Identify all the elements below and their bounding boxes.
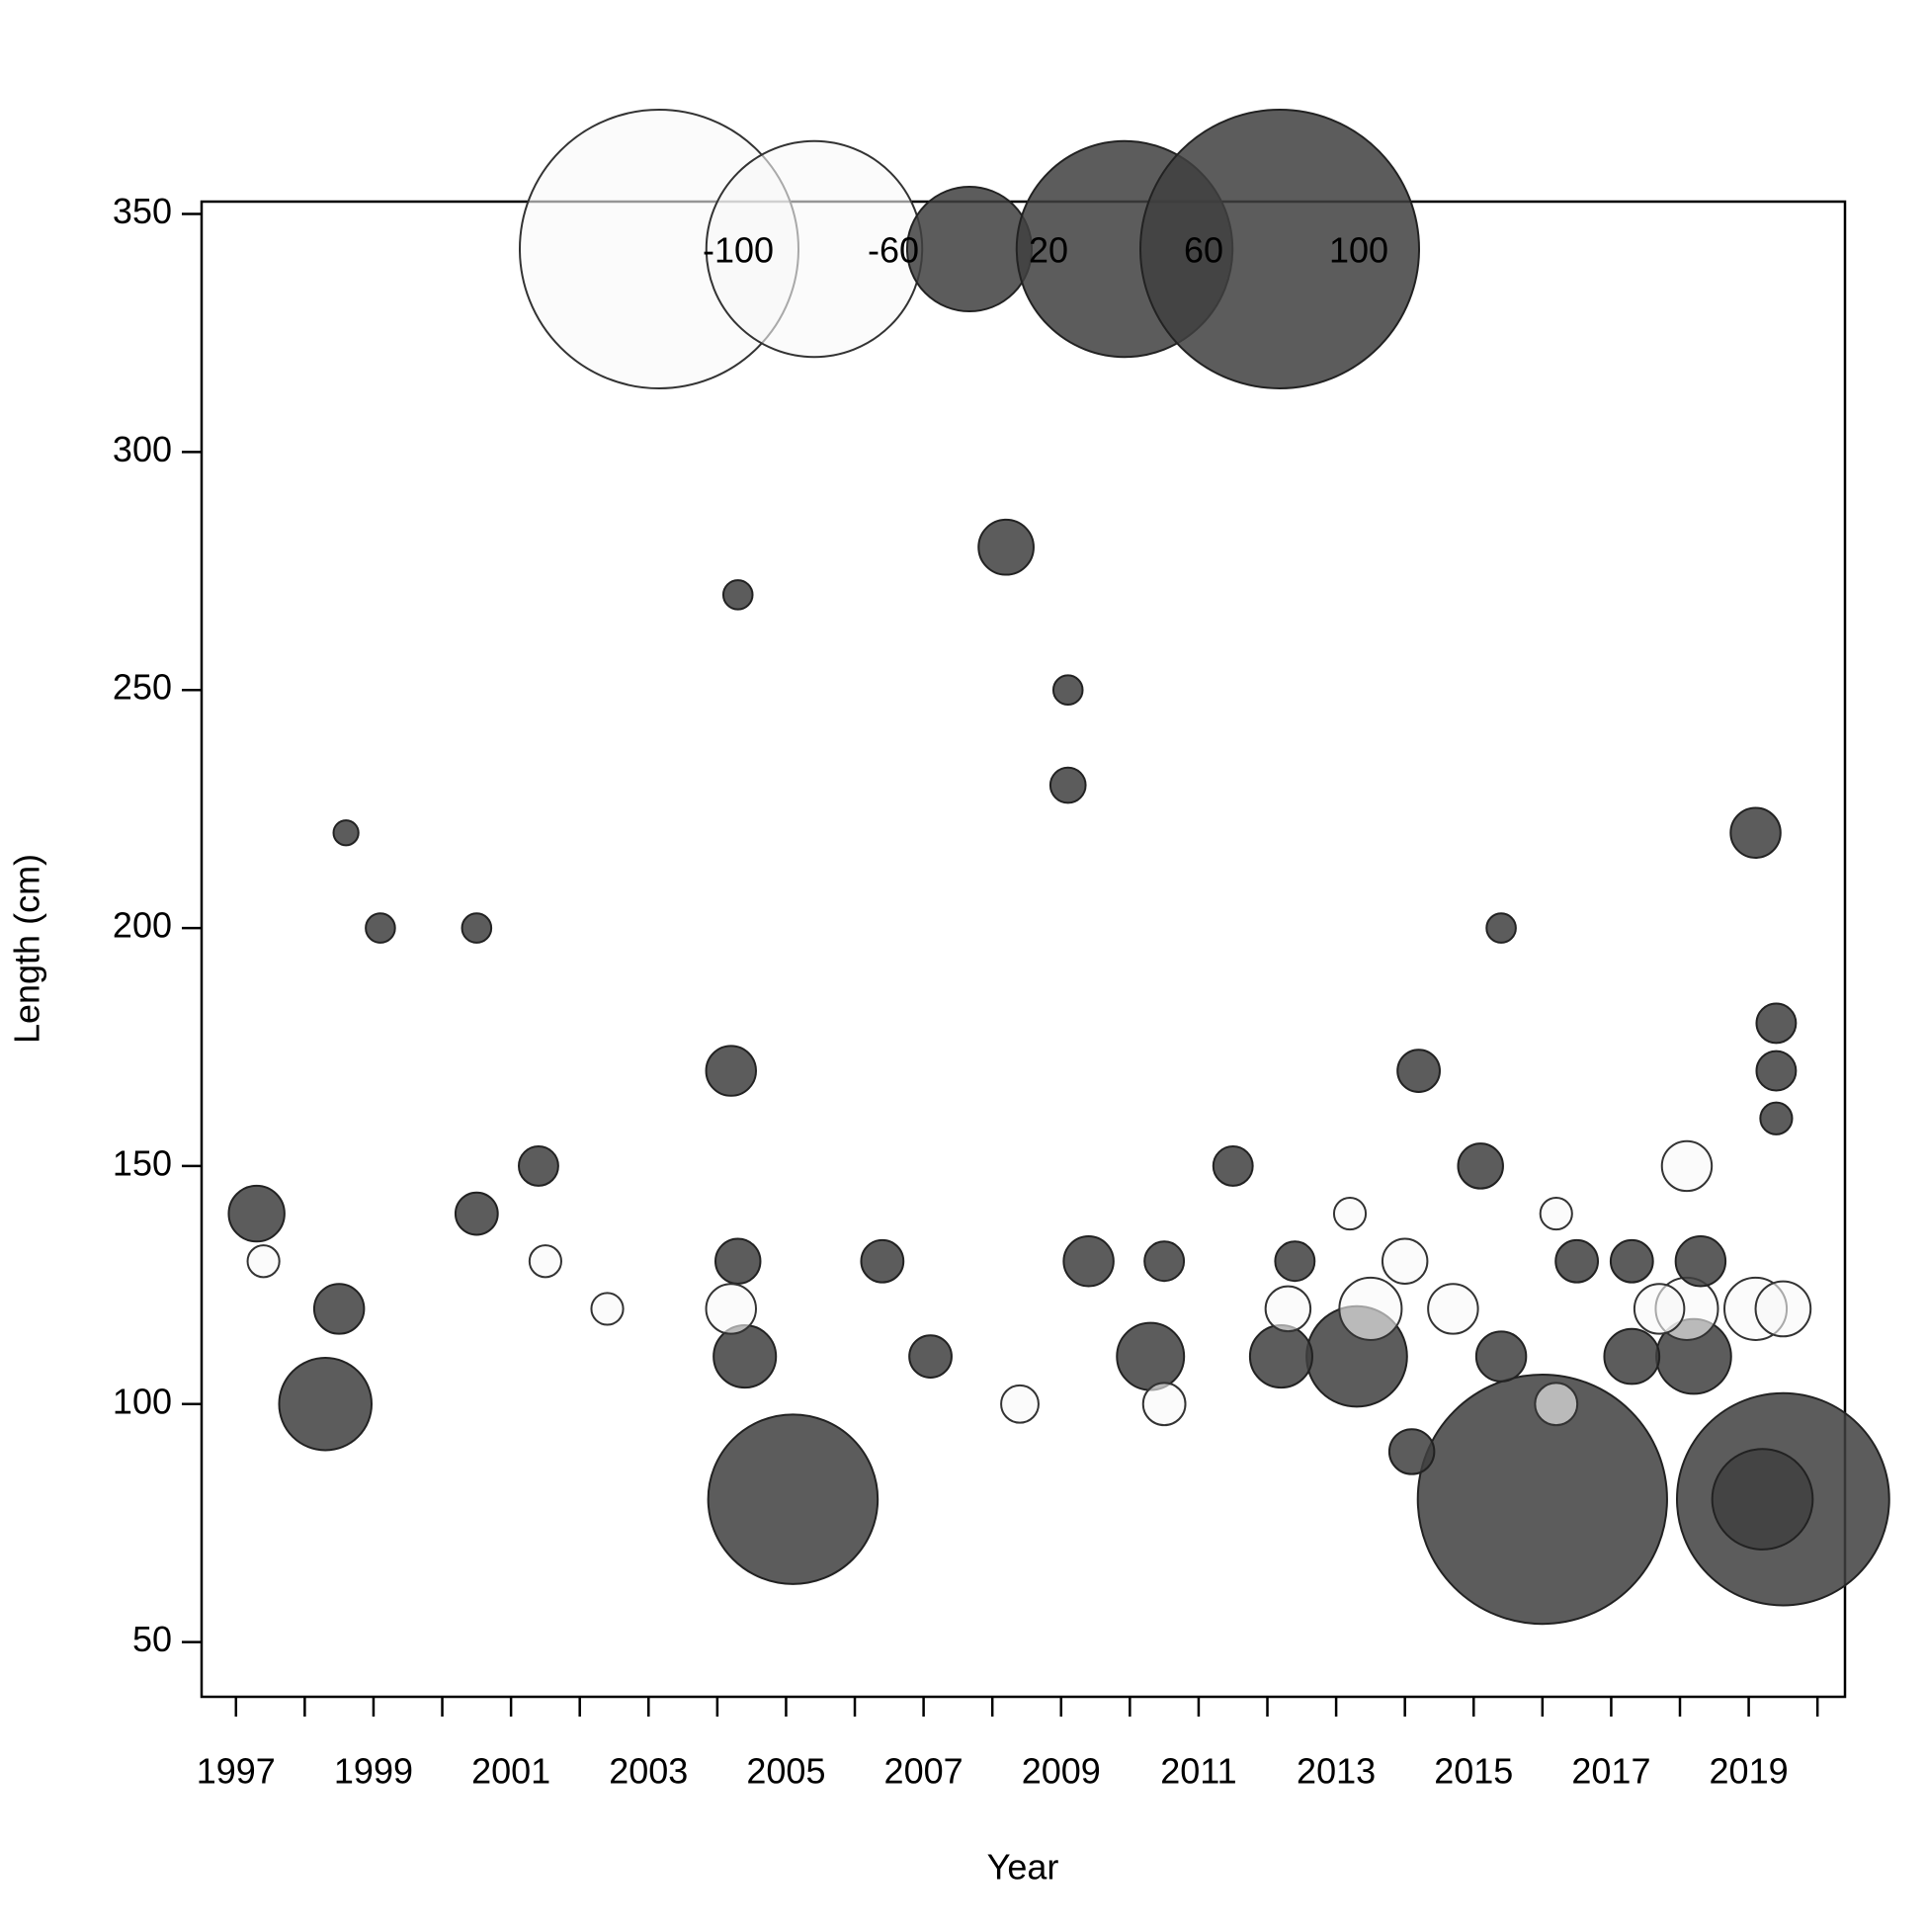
bubble — [1264, 1285, 1312, 1333]
bubble — [365, 912, 396, 944]
bubble — [1534, 1382, 1579, 1427]
y-tick-label: 200 — [113, 905, 172, 946]
bubble — [1759, 1101, 1794, 1135]
x-tick-label: 2013 — [1297, 1751, 1376, 1792]
bubble — [707, 1413, 880, 1585]
y-tick-label: 300 — [113, 429, 172, 469]
bubble — [1755, 1002, 1798, 1045]
bubble — [528, 1244, 562, 1279]
bubble — [278, 1356, 374, 1452]
bubble — [977, 518, 1035, 576]
bubble — [1427, 1283, 1479, 1335]
legend-bubble — [905, 185, 1034, 313]
x-tick-label: 1997 — [197, 1751, 276, 1792]
bubble — [1633, 1283, 1686, 1335]
legend-label: 20 — [1029, 230, 1068, 271]
bubble — [454, 1191, 499, 1236]
bubble — [714, 1237, 762, 1285]
bubble — [1274, 1240, 1316, 1283]
bubble — [1143, 1240, 1186, 1283]
bubble — [1416, 1373, 1668, 1626]
x-tick-label: 1999 — [334, 1751, 413, 1792]
legend-label: -100 — [703, 230, 774, 271]
bubble — [705, 1283, 758, 1335]
bubble — [1248, 1324, 1313, 1389]
bubble — [461, 912, 493, 944]
bubble — [1485, 912, 1517, 944]
y-tick-label: 250 — [113, 667, 172, 708]
bubble — [1387, 1428, 1436, 1475]
bubble — [246, 1244, 281, 1279]
bubble — [1051, 674, 1084, 707]
x-tick-label: 2005 — [746, 1751, 825, 1792]
bubble — [908, 1334, 953, 1379]
bubble — [312, 1283, 366, 1335]
bubble — [1000, 1384, 1040, 1424]
bubble — [1609, 1238, 1654, 1284]
legend-label: -60 — [868, 230, 919, 271]
bubble — [1212, 1144, 1254, 1187]
y-tick-label: 100 — [113, 1381, 172, 1421]
bubble — [518, 1144, 559, 1187]
legend-label: 100 — [1329, 230, 1388, 271]
bubble — [1141, 1382, 1187, 1427]
x-tick-label: 2009 — [1022, 1751, 1101, 1792]
x-tick-label: 2003 — [609, 1751, 688, 1792]
y-axis-label: Length (cm) — [7, 854, 47, 1044]
bubble — [721, 579, 754, 611]
bubble — [1332, 1197, 1368, 1231]
bubble — [1116, 1321, 1186, 1391]
bubble — [1381, 1237, 1429, 1285]
y-tick-label: 350 — [113, 191, 172, 231]
bubble — [1554, 1238, 1600, 1284]
x-tick-label: 2017 — [1571, 1751, 1650, 1792]
x-tick-label: 2011 — [1160, 1751, 1236, 1792]
bubble — [1539, 1197, 1573, 1231]
bubble — [1457, 1142, 1504, 1190]
y-tick-label: 150 — [113, 1142, 172, 1183]
x-tick-label: 2019 — [1710, 1751, 1789, 1792]
bubble — [332, 819, 360, 847]
legend-label: 60 — [1184, 230, 1223, 271]
bubble — [227, 1184, 286, 1243]
bubble — [1711, 1448, 1814, 1551]
bubble — [860, 1238, 905, 1284]
bubble — [1338, 1276, 1403, 1341]
bubble — [590, 1292, 625, 1326]
bubble — [1603, 1327, 1661, 1386]
bubble — [1048, 766, 1087, 804]
bubble — [1754, 1280, 1812, 1338]
bubble — [1755, 1050, 1798, 1092]
bubble — [1396, 1049, 1441, 1093]
y-tick-label: 50 — [132, 1619, 172, 1659]
x-tick-label: 2015 — [1434, 1751, 1513, 1792]
bubble — [1674, 1235, 1727, 1288]
bubble — [1474, 1330, 1528, 1383]
plot-frame — [200, 200, 1847, 1699]
x-tick-label: 2007 — [884, 1751, 964, 1792]
legend-bubble — [1139, 109, 1420, 389]
bubble — [1062, 1235, 1115, 1288]
bubble — [1660, 1139, 1714, 1193]
x-tick-label: 2001 — [471, 1751, 550, 1792]
x-axis-label: Year — [987, 1847, 1059, 1888]
bubble — [712, 1324, 778, 1389]
bubble — [1729, 806, 1782, 859]
bubble — [705, 1045, 758, 1097]
